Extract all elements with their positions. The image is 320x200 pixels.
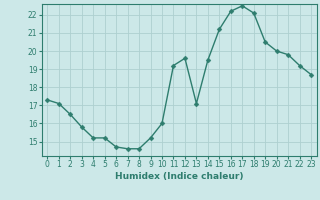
- X-axis label: Humidex (Indice chaleur): Humidex (Indice chaleur): [115, 172, 244, 181]
